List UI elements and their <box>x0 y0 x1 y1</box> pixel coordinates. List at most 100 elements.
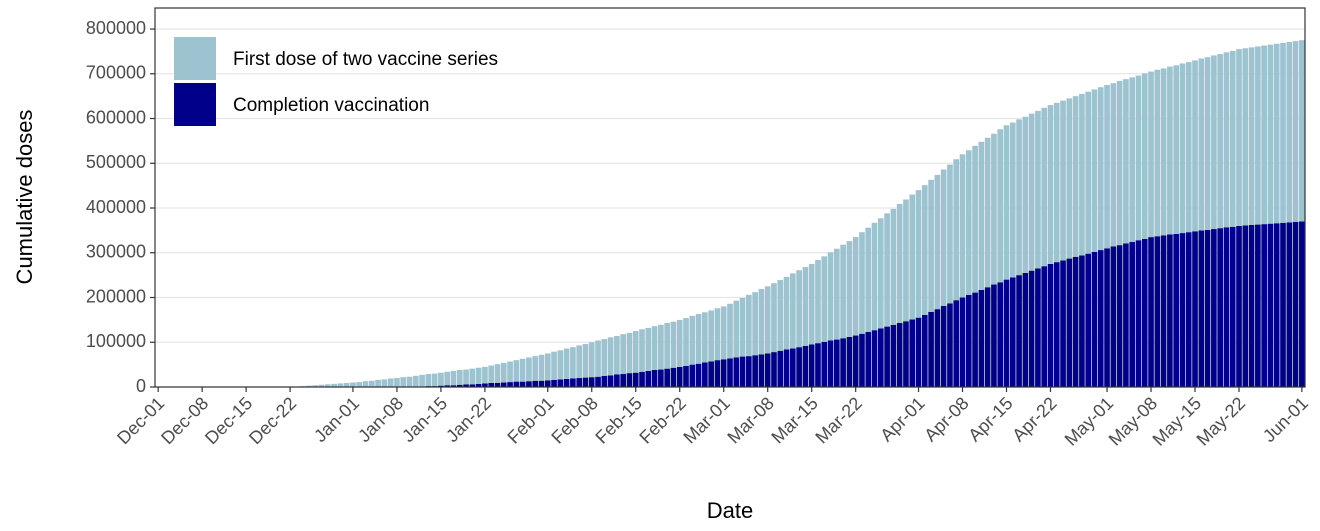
bar <box>809 264 815 345</box>
bar <box>979 290 985 387</box>
bar <box>721 359 727 387</box>
bar <box>363 381 369 387</box>
bar <box>702 312 708 362</box>
bar <box>1035 111 1041 269</box>
bar <box>1004 125 1010 279</box>
bar <box>972 146 978 293</box>
bar <box>1274 44 1280 223</box>
bar <box>1085 92 1091 254</box>
bar <box>834 340 840 387</box>
bar <box>444 372 450 385</box>
bar <box>614 374 620 387</box>
bar <box>702 362 708 387</box>
y-tick-label: 800000 <box>86 18 146 38</box>
bar <box>1117 81 1123 245</box>
bar <box>1004 280 1010 387</box>
bar <box>1180 233 1186 387</box>
bar <box>356 382 362 387</box>
bar <box>1142 73 1148 239</box>
bar <box>1098 250 1104 387</box>
bar <box>388 378 394 387</box>
bar <box>803 267 809 346</box>
bar <box>777 280 783 351</box>
bar <box>514 382 520 387</box>
bar <box>1255 46 1261 224</box>
bar <box>564 349 570 379</box>
bar <box>884 327 890 387</box>
bar <box>721 306 727 359</box>
bar <box>1016 275 1022 387</box>
bar <box>539 355 545 381</box>
bar <box>457 370 463 385</box>
bar <box>1136 76 1142 241</box>
bar <box>727 358 733 387</box>
bar <box>947 303 953 387</box>
bar <box>922 185 928 315</box>
bar <box>539 381 545 387</box>
bar <box>784 277 790 349</box>
bar <box>1224 52 1230 227</box>
y-tick-label: 200000 <box>86 286 146 306</box>
bar <box>382 379 388 387</box>
bar <box>815 260 821 343</box>
bar <box>664 369 670 387</box>
bar <box>1198 59 1204 231</box>
bar <box>595 377 601 387</box>
bar <box>1129 77 1135 242</box>
bar <box>1016 119 1022 275</box>
bar <box>1261 46 1267 225</box>
bar <box>488 383 494 387</box>
bar <box>1023 117 1029 273</box>
bar <box>960 298 966 387</box>
bar <box>620 374 626 387</box>
bar <box>532 356 538 381</box>
bar <box>966 295 972 387</box>
bar <box>608 375 614 387</box>
bar <box>1167 234 1173 387</box>
bar <box>1136 240 1142 387</box>
bar <box>1154 236 1160 387</box>
bar <box>350 383 356 387</box>
bar <box>1211 55 1217 229</box>
bar <box>451 371 457 385</box>
bar <box>671 322 677 368</box>
bar <box>1293 41 1299 222</box>
bar <box>916 190 922 318</box>
bar <box>407 377 413 387</box>
bar <box>689 316 695 365</box>
bar <box>1111 246 1117 387</box>
bar <box>853 237 859 335</box>
bar <box>727 304 733 359</box>
bar <box>1029 114 1035 271</box>
bar <box>1073 257 1079 387</box>
bar <box>884 213 890 326</box>
bar <box>1123 79 1129 243</box>
bar <box>419 375 425 387</box>
bar <box>1167 67 1173 235</box>
bar <box>696 364 702 387</box>
bar <box>935 175 941 309</box>
bar <box>985 138 991 287</box>
y-tick-label: 600000 <box>86 107 146 127</box>
bar <box>463 370 469 385</box>
bar <box>865 228 871 332</box>
bar <box>1161 68 1167 235</box>
bar <box>1098 87 1104 250</box>
bar <box>633 373 639 387</box>
bar <box>558 379 564 387</box>
bar <box>928 312 934 387</box>
bar <box>1041 266 1047 387</box>
bar <box>897 323 903 387</box>
bar <box>645 371 651 387</box>
bar <box>1230 227 1236 387</box>
bar <box>1060 101 1066 261</box>
y-tick-label: 700000 <box>86 63 146 83</box>
bar <box>1142 239 1148 387</box>
bar <box>909 195 915 320</box>
bar <box>1023 273 1029 387</box>
bar <box>1268 224 1274 387</box>
bar <box>715 360 721 387</box>
bar <box>1198 230 1204 387</box>
bar <box>1255 225 1261 387</box>
bar <box>1249 225 1255 387</box>
